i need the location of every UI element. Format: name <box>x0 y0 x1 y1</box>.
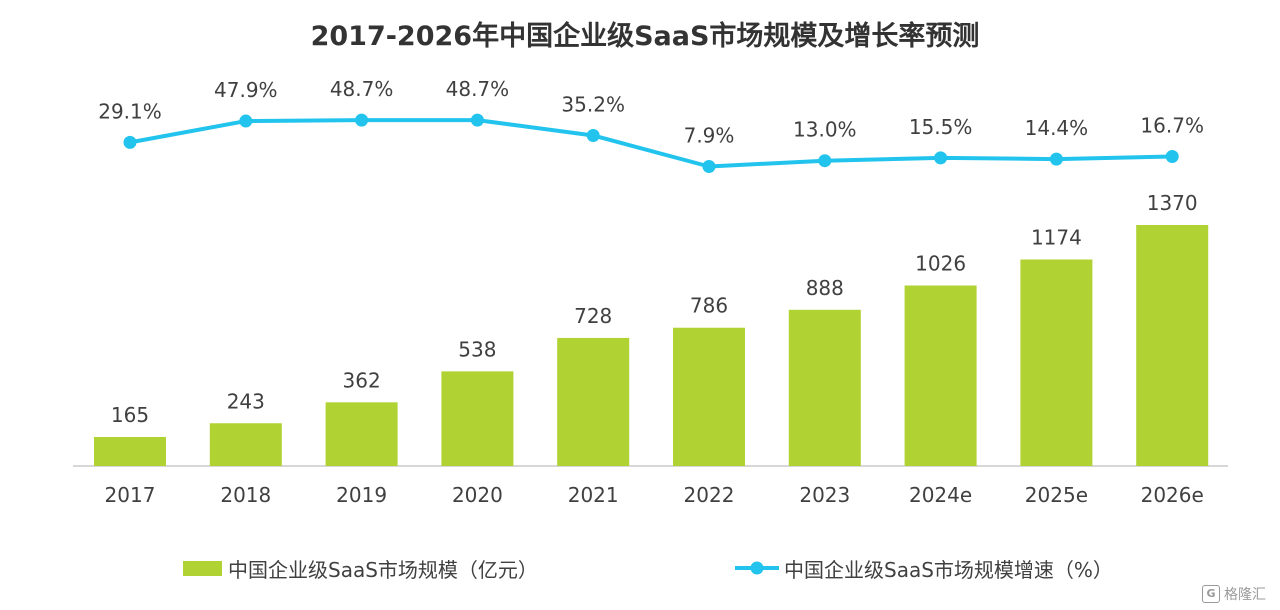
growth-point <box>1049 152 1063 166</box>
x-tick-label: 2023 <box>799 483 850 507</box>
bar <box>441 371 514 466</box>
bar-value-label: 786 <box>690 294 728 318</box>
growth-point <box>586 128 600 142</box>
growth-point <box>239 114 253 128</box>
growth-point <box>1165 149 1179 163</box>
bar-value-label: 1026 <box>915 252 966 276</box>
bar <box>557 337 630 466</box>
x-tick-label: 2026e <box>1141 483 1204 507</box>
bar-value-label: 728 <box>574 304 612 328</box>
watermark: G 格隆汇 <box>1202 584 1266 604</box>
chart-title: 2017-2026年中国企业级SaaS市场规模及增长率预测 <box>310 21 980 52</box>
x-tick-label: 2020 <box>452 483 503 507</box>
growth-value-label: 47.9% <box>214 78 278 102</box>
bar-value-label: 243 <box>227 389 265 413</box>
bar-value-label: 538 <box>458 337 496 361</box>
growth-value-label: 7.9% <box>684 124 735 148</box>
growth-value-label: 48.7% <box>446 77 510 101</box>
bar <box>788 309 861 466</box>
bar <box>94 436 166 466</box>
bar-value-label: 1370 <box>1147 191 1198 215</box>
growth-point <box>934 151 948 165</box>
growth-value-label: 15.5% <box>909 115 973 139</box>
growth-line <box>129 118 1173 169</box>
bar <box>673 327 745 466</box>
legend-bar-swatch <box>183 561 222 576</box>
legend-line-marker <box>750 561 764 575</box>
bar-value-label: 362 <box>343 368 381 392</box>
bar <box>325 402 398 466</box>
bar <box>1020 259 1093 466</box>
x-tick-label: 2025e <box>1025 483 1088 507</box>
growth-value-label: 48.7% <box>330 77 394 101</box>
growth-point <box>818 154 832 168</box>
growth-point <box>355 113 369 127</box>
x-tick-label: 2021 <box>568 483 619 507</box>
bar-value-label: 165 <box>111 403 149 427</box>
legend-line-label: 中国企业级SaaS市场规模增速（%） <box>784 558 1113 582</box>
bar <box>209 423 282 466</box>
growth-value-label: 14.4% <box>1025 116 1089 140</box>
x-tick-label: 2019 <box>336 483 387 507</box>
bar <box>904 285 977 466</box>
legend-bar-label: 中国企业级SaaS市场规模（亿元） <box>228 558 538 582</box>
growth-value-label: 29.1% <box>98 99 162 123</box>
x-tick-label: 2017 <box>105 483 156 507</box>
growth-point <box>470 113 484 127</box>
x-tick-label: 2018 <box>220 483 271 507</box>
watermark-logo-icon: G <box>1202 585 1220 603</box>
growth-point <box>123 135 137 149</box>
watermark-label: 格隆汇 <box>1224 587 1266 603</box>
growth-value-label: 13.0% <box>793 118 857 142</box>
growth-point <box>702 160 716 173</box>
bar <box>1136 225 1209 466</box>
growth-value-label: 16.7% <box>1140 113 1204 137</box>
bar-value-label: 888 <box>806 276 844 300</box>
bar-value-label: 1174 <box>1031 225 1082 249</box>
x-tick-label: 2024e <box>909 483 972 507</box>
growth-value-label: 35.2% <box>561 92 625 116</box>
x-tick-label: 2022 <box>684 483 735 507</box>
